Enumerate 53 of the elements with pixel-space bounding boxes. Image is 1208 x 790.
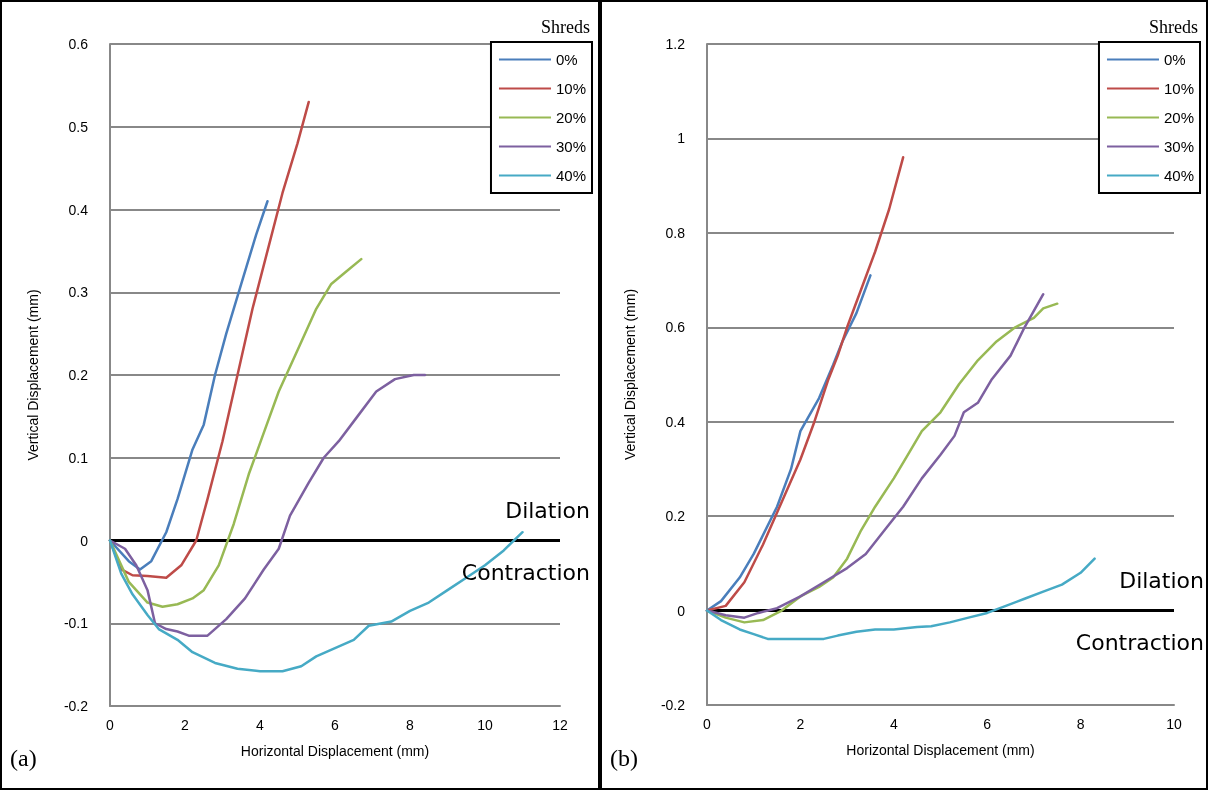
x-tick-label: 2 <box>181 717 190 733</box>
legend-label: 0% <box>555 51 578 68</box>
x-tick-label: 2 <box>796 716 805 732</box>
y-tick-label: -0.1 <box>63 615 89 632</box>
x-tick-label: 8 <box>1076 716 1085 732</box>
annotation: Dilation <box>505 498 590 523</box>
y-tick-label: -0.2 <box>660 697 686 713</box>
legend-label: 40% <box>1163 167 1195 184</box>
y-tick-label: 0.8 <box>665 224 686 241</box>
legend-label: 10% <box>1163 80 1195 97</box>
y-tick-label: 0 <box>80 532 89 549</box>
legend-label: 0% <box>1163 51 1186 68</box>
x-tick-label: 6 <box>983 716 992 732</box>
line-series <box>705 156 905 612</box>
y-tick-label: 0.3 <box>68 284 89 301</box>
x-tick-label: 4 <box>256 717 265 733</box>
x-tick-label: 12 <box>552 717 568 733</box>
y-tick-label: 1.2 <box>665 36 686 52</box>
x-tick-label: 8 <box>406 717 415 733</box>
legend-label: 40% <box>555 167 587 184</box>
x-tick-label: 0 <box>703 716 712 732</box>
y-tick-label: 0.2 <box>68 367 89 383</box>
y-tick-label: 0 <box>677 602 686 619</box>
text: (a) <box>10 745 37 771</box>
legend-label: 20% <box>555 109 587 126</box>
annotation: Contraction <box>1075 630 1204 656</box>
x-tick-label: 10 <box>1166 716 1182 732</box>
x-axis-title: Horizontal Displacement (mm) <box>846 742 1035 758</box>
y-tick-label: 0.6 <box>665 319 686 336</box>
y-axis-title: Vertical Displacement (mm) <box>622 288 638 461</box>
y-tick-label: 0.1 <box>68 449 89 466</box>
x-tick-label: 0 <box>106 717 115 733</box>
y-tick-label: 1 <box>677 130 686 147</box>
legend-title: Shreds <box>541 17 590 37</box>
annotation: Dilation <box>1119 568 1204 594</box>
y-tick-label: -0.2 <box>63 698 89 714</box>
legend-title: Shreds <box>1149 17 1198 37</box>
x-tick-label: 6 <box>331 717 340 733</box>
y-axis-title: Vertical Displacement (mm) <box>25 289 41 461</box>
y-tick-label: 0.4 <box>665 413 686 430</box>
text: (b) <box>610 745 638 771</box>
y-tick-label: 0.4 <box>68 201 89 218</box>
y-tick-label: 0.5 <box>68 118 89 135</box>
y-tick-label: 0.6 <box>68 36 89 52</box>
y-tick-label: 0.2 <box>665 508 686 525</box>
line-series <box>108 373 427 637</box>
x-tick-label: 4 <box>889 716 898 732</box>
x-axis-title: Horizontal Displacement (mm) <box>240 743 430 759</box>
x-tick-label: 10 <box>477 717 493 733</box>
legend-label: 20% <box>1163 109 1195 126</box>
legend-label: 30% <box>1163 138 1195 155</box>
legend-label: 10% <box>555 80 587 97</box>
legend-label: 30% <box>555 138 587 155</box>
